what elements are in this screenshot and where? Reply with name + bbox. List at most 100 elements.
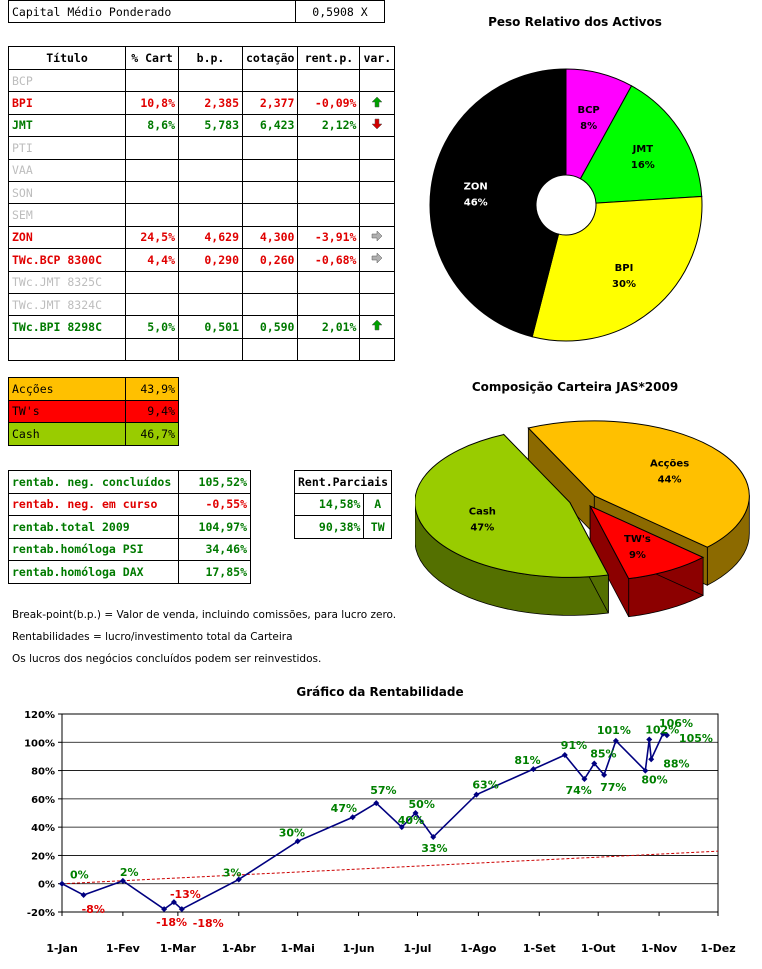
asset-cell-var: [359, 158, 396, 182]
arrow-right-icon: [372, 230, 383, 242]
data-label: 30%: [279, 826, 305, 839]
data-label: -8%: [82, 903, 105, 916]
data-label: 102%: [645, 723, 679, 736]
rentability-label: rentab.total 2009: [8, 515, 179, 539]
pie-slice-percent: 16%: [631, 160, 655, 171]
asset-cell-cart: 10,8%: [125, 91, 179, 115]
data-point: [161, 906, 168, 913]
data-label: 105%: [679, 732, 713, 745]
assets-table: Título% Cart b.p. cotação rent.p. var. BCP BP…: [8, 46, 396, 361]
arrow-up-icon: [371, 96, 383, 107]
asset-cell-bp: [178, 203, 243, 227]
asset-cell-var: [359, 113, 396, 138]
asset-cell-cot: 0,590: [241, 315, 299, 339]
assets-header-4: rent.p.: [297, 46, 361, 70]
asset-cell-cart: 24,5%: [125, 225, 179, 250]
table-row: TWc.BCP 8300C 4,4% 0,290 0,260 -0,68%: [8, 248, 396, 272]
asset-cell-var: [359, 203, 396, 227]
pie3d-slice-percent: 47%: [470, 523, 494, 534]
asset-cell-var: [359, 270, 396, 294]
note-breakpoint: Break-point(b.p.) = Valor de venda, incl…: [12, 609, 397, 621]
table-row: TWc.JMT 8325C: [8, 270, 396, 294]
data-point: [235, 876, 242, 883]
pie-assets-chart: BCP 8% JMT 16% BPI 30% ZON 46%: [429, 68, 703, 342]
rentability-label: rentab. neg. em curso: [8, 492, 179, 516]
asset-cell-cart: [125, 68, 179, 93]
pie-slice-jmt: [579, 85, 703, 204]
data-point: [646, 736, 653, 743]
asset-cell-var: [359, 68, 396, 93]
rentability-value: 104,97%: [178, 515, 251, 539]
data-label: 81%: [514, 754, 540, 767]
pie-slice-label: ZON: [464, 182, 488, 193]
asset-name: BPI: [8, 91, 126, 115]
asset-cell-cot: 4,300: [241, 225, 299, 250]
note-reinvest: Os lucros dos negócios concluídos podem …: [12, 653, 322, 665]
pie3d-slice-top: [415, 433, 610, 578]
asset-cell-rent: 2,01%: [297, 315, 361, 339]
asset-cell-bp: [178, 136, 243, 160]
asset-cell-cot: 0,260: [241, 248, 299, 272]
composition-label: TW's: [8, 399, 126, 423]
data-point: [294, 838, 301, 845]
partial-rent-table: Rent.Parciais 14,58% A 90,38% TW: [293, 470, 393, 539]
composition-value: 46,7%: [125, 422, 179, 446]
trend-line: [61, 850, 719, 885]
plot-area: [61, 713, 719, 913]
asset-cell-cart: [125, 337, 179, 361]
data-point: [430, 834, 437, 841]
composition-row: TW's 9,4%: [8, 399, 179, 423]
partial-tag: A: [363, 492, 393, 516]
x-tick-label: 1-Set: [523, 942, 556, 955]
y-tick-label: 20%: [31, 851, 55, 862]
asset-cell-rent: -0,09%: [297, 91, 361, 115]
asset-cell-rent: [297, 68, 361, 93]
note-rentability: Rentabilidades = lucro/investimento tota…: [12, 631, 293, 643]
data-point: [373, 800, 380, 807]
x-tick-label: 1-Fev: [106, 942, 141, 955]
asset-name: JMT: [8, 113, 126, 138]
y-tick-label: 40%: [31, 823, 55, 834]
asset-cell-bp: 0,501: [178, 315, 243, 339]
partial-row: 90,38% TW: [293, 515, 393, 539]
y-tick-label: -20%: [27, 908, 55, 919]
pie3d-slice-top: [527, 420, 750, 548]
table-row: PTI: [8, 136, 396, 160]
pie-slice-zon: [429, 68, 567, 338]
line-chart: -20% 0% 20% 40% 60% 80% 100% 120% 1-Jan 1-Fev 1-Ma…: [24, 710, 736, 955]
data-point: [170, 899, 177, 906]
pie-composition-chart: Acções 44% TW's 9% Cash 47%: [415, 420, 750, 618]
data-point: [612, 737, 619, 744]
composition-table: Acções 43,9% TW's 9,4% Cash 46,7%: [8, 377, 179, 446]
data-point: [561, 752, 568, 759]
arrow-up-icon: [371, 320, 383, 331]
x-tick-label: 1-Abr: [222, 942, 257, 955]
data-point: [642, 767, 649, 774]
asset-cell-rent: -3,91%: [297, 225, 361, 250]
rentability-value: -0,55%: [178, 492, 251, 516]
asset-cell-cot: 2,377: [241, 91, 299, 115]
asset-cell-cot: [241, 180, 299, 205]
data-label: -18%: [156, 916, 187, 929]
partial-header: Rent.Parciais: [293, 470, 393, 494]
composition-row: Cash 46,7%: [8, 422, 179, 446]
rentability-row: rentab.total 2009 104,97%: [8, 515, 251, 539]
capital-table: Capital Médio Ponderado 0,5908 X: [8, 0, 385, 23]
x-tick-label: 1-Nov: [641, 942, 678, 955]
partial-value: 90,38%: [293, 515, 365, 539]
asset-cell-var: [359, 136, 396, 160]
data-point: [80, 892, 87, 899]
table-row: [8, 337, 396, 361]
asset-cell-cot: [241, 68, 299, 93]
data-label: 91%: [561, 739, 587, 752]
asset-cell-cot: [241, 337, 299, 361]
arrow-down-icon: [371, 118, 383, 130]
x-tick-label: 1-Jul: [404, 942, 432, 955]
composition-row: Acções 43,9%: [8, 377, 179, 401]
table-row: VAA: [8, 158, 396, 182]
asset-name: ZON: [8, 225, 126, 250]
data-point: [119, 877, 126, 884]
data-point: [663, 732, 670, 739]
pie-slice-label: JMT: [632, 144, 654, 155]
data-label: -18%: [193, 917, 224, 930]
